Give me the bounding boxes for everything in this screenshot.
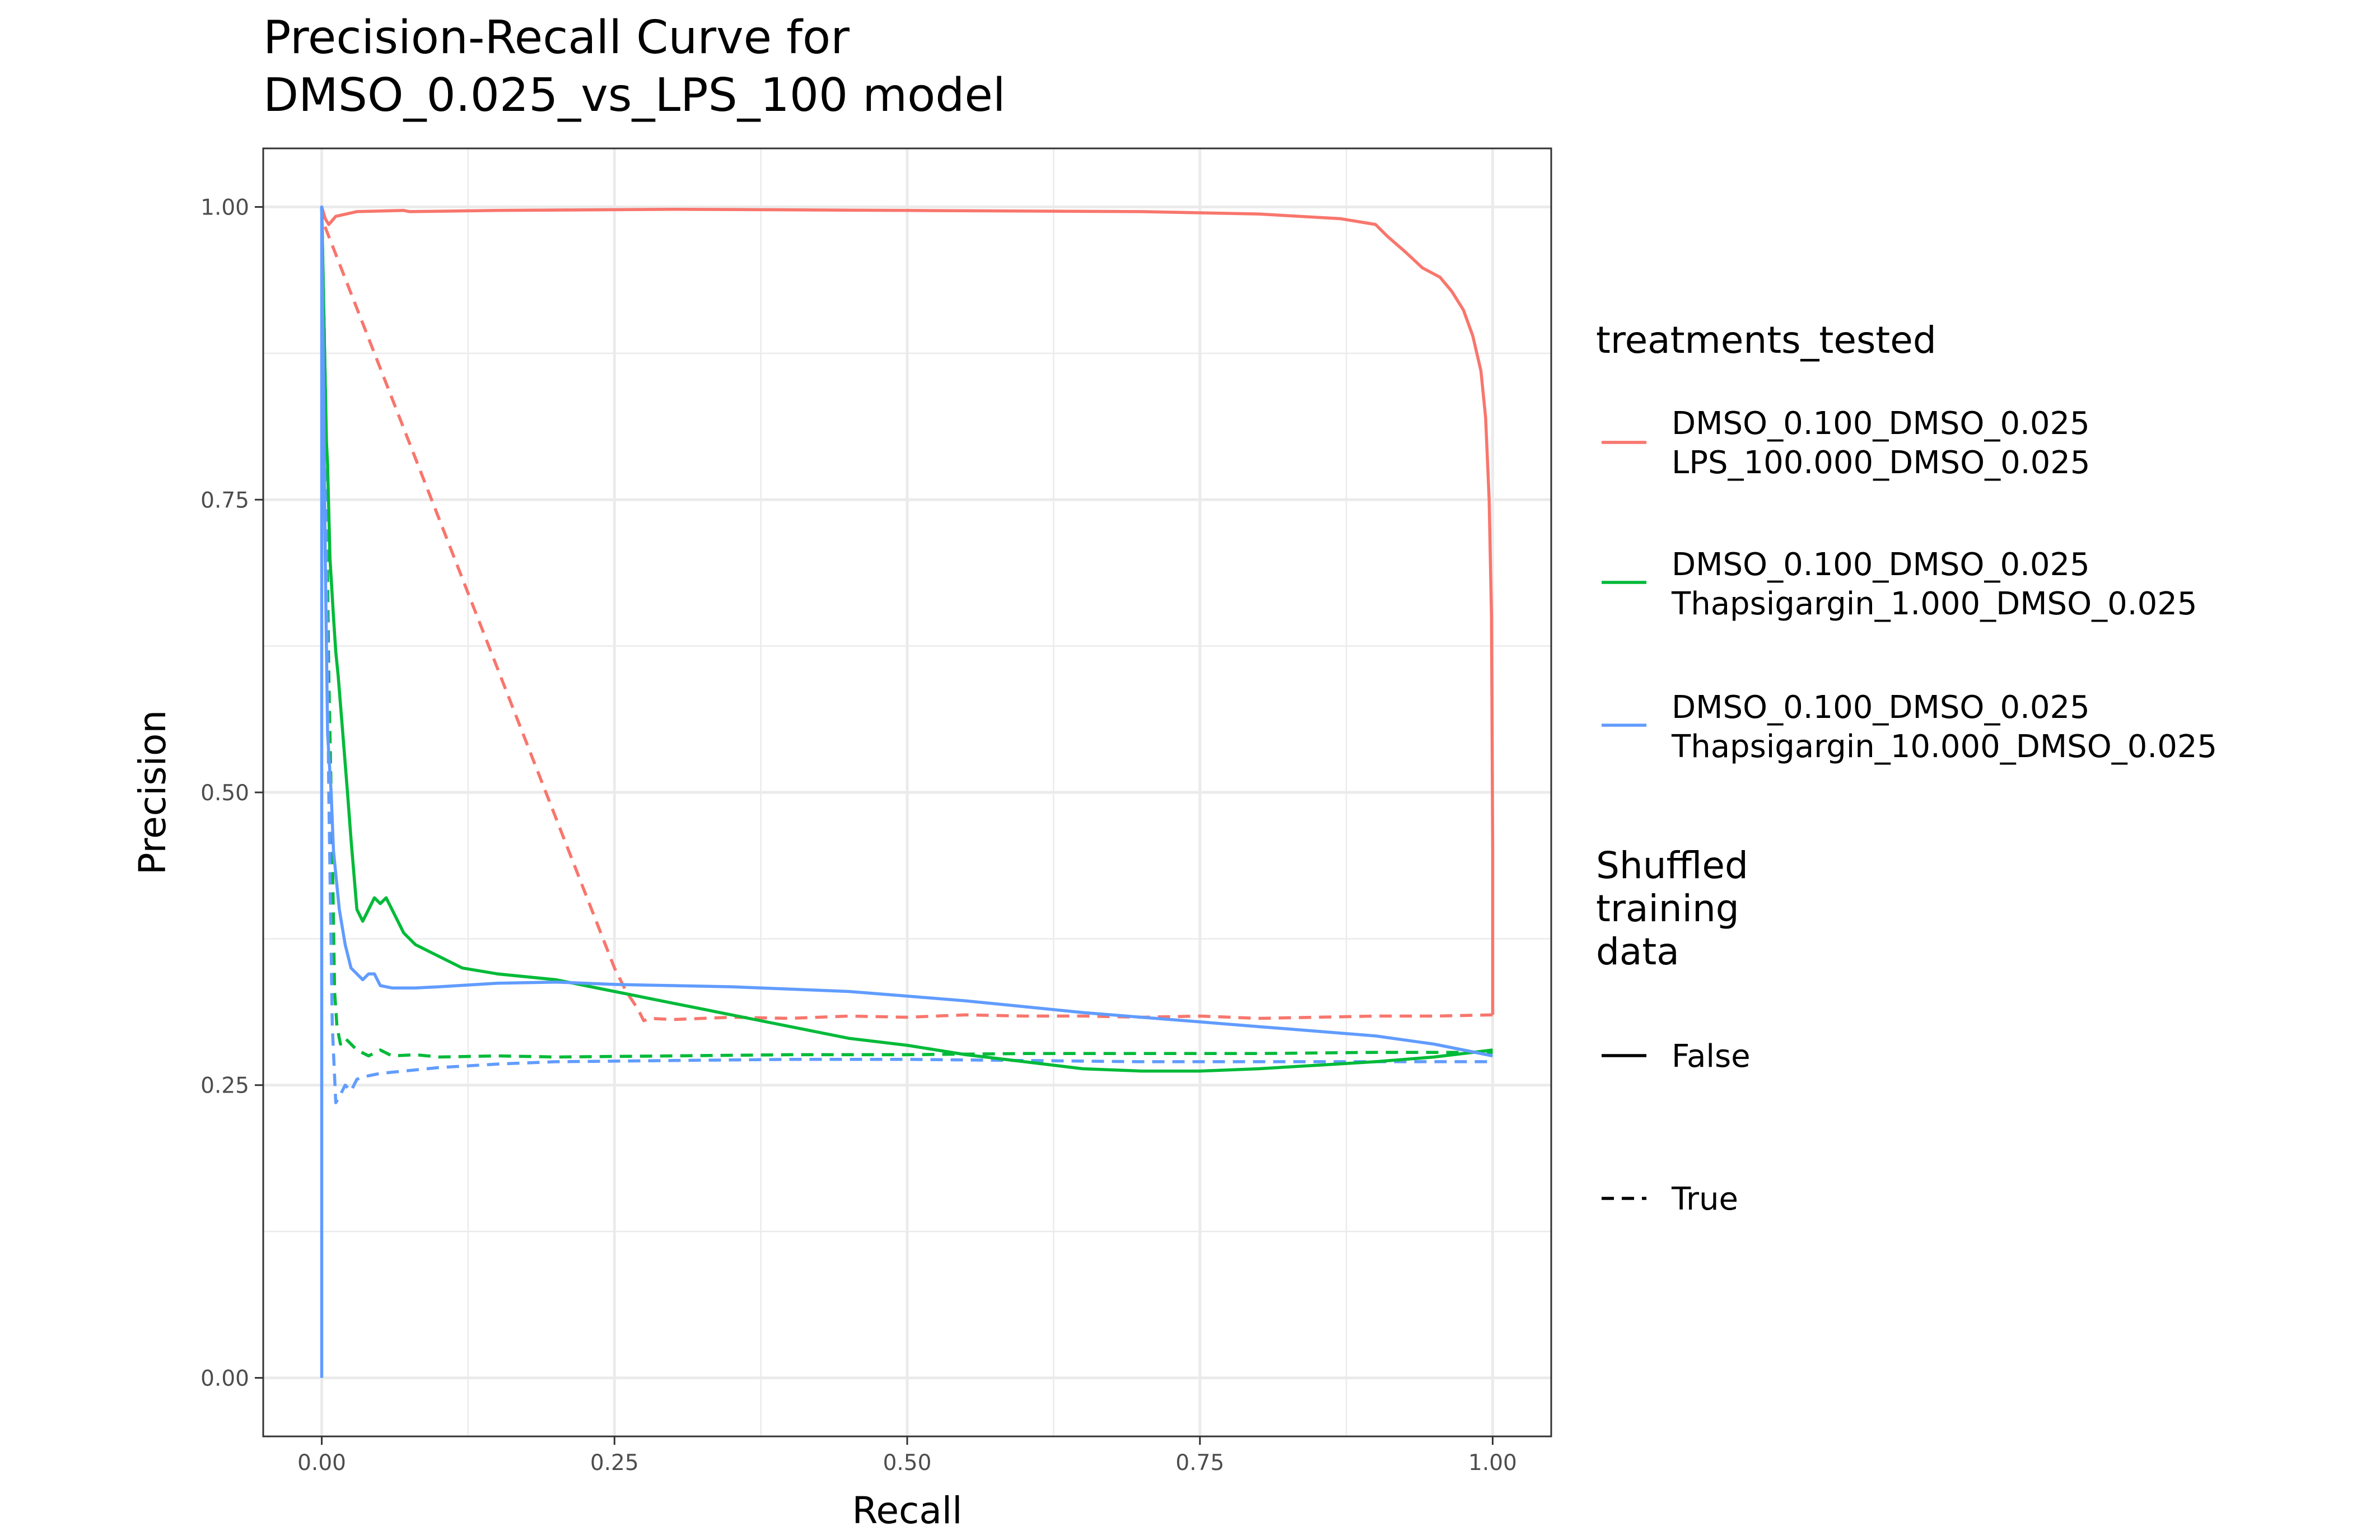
legend-label-lps-line-1: DMSO_0.100_DMSO_0.025 <box>1672 405 2090 442</box>
legend-linetype-title-line-3: data <box>1596 930 1679 973</box>
y-tick-label-4: 1.00 <box>200 195 249 221</box>
y-axis-title: Precision <box>131 710 174 875</box>
x-tick-label-0: 0.00 <box>297 1450 346 1476</box>
legend: treatments_tested DMSO_0.100_DMSO_0.025 … <box>1596 319 2217 1217</box>
legend-label-false: False <box>1672 1038 1751 1075</box>
x-tick-label-1: 0.25 <box>590 1450 639 1476</box>
x-tick-label-4: 1.00 <box>1468 1450 1517 1476</box>
legend-entry-lps: DMSO_0.100_DMSO_0.025 LPS_100.000_DMSO_0… <box>1602 405 2090 481</box>
legend-entry-thapsigargin-1: DMSO_0.100_DMSO_0.025 Thapsigargin_1.000… <box>1602 547 2197 622</box>
legend-entry-thapsigargin-10: DMSO_0.100_DMSO_0.025 Thapsigargin_10.00… <box>1602 689 2217 765</box>
series-line-4-unshuffled <box>320 205 1494 1378</box>
legend-label-thapsigargin-10-line-1: DMSO_0.100_DMSO_0.025 <box>1672 689 2090 726</box>
y-axis: 0.00 0.25 0.50 0.75 1.00 <box>200 195 263 1391</box>
legend-linetype-title-line-1: Shuffled <box>1596 844 1748 887</box>
series-line-0-unshuffled <box>320 206 1495 1015</box>
legend-linetype-title-line-2: training <box>1596 887 1739 930</box>
chart-title-line-2: DMSO_0.025_vs_LPS_100 model <box>263 69 1006 122</box>
legend-color-title: treatments_tested <box>1596 319 1936 362</box>
plot-panel <box>262 147 1552 1438</box>
series-line-3-shuffled <box>320 207 1493 1059</box>
x-tick-label-3: 0.75 <box>1175 1450 1224 1476</box>
series-layer <box>320 205 1495 1378</box>
y-tick-label-0: 0.00 <box>200 1366 249 1391</box>
series-line-5-shuffled <box>320 207 1493 1104</box>
legend-label-thapsigargin-1-line-2: Thapsigargin_1.000_DMSO_0.025 <box>1671 586 2197 622</box>
y-tick-label-2: 0.50 <box>200 781 249 806</box>
series-line-2-unshuffled <box>320 207 1493 1073</box>
legend-label-thapsigargin-10-line-2: Thapsigargin_10.000_DMSO_0.025 <box>1671 729 2217 765</box>
x-axis-title: Recall <box>852 1489 963 1532</box>
legend-label-true: True <box>1671 1181 1738 1217</box>
x-axis: 0.00 0.25 0.50 0.75 1.00 <box>297 1436 1517 1476</box>
legend-entry-false: False <box>1602 1038 1751 1075</box>
legend-label-lps-line-2: LPS_100.000_DMSO_0.025 <box>1672 445 2090 481</box>
legend-label-thapsigargin-1-line-1: DMSO_0.100_DMSO_0.025 <box>1672 547 2090 583</box>
x-tick-label-2: 0.50 <box>883 1450 932 1476</box>
legend-entry-true: True <box>1602 1181 1738 1217</box>
chart-title-line-1: Precision-Recall Curve for <box>263 11 850 64</box>
y-tick-label-3: 0.75 <box>200 488 249 513</box>
y-tick-label-1: 0.25 <box>200 1074 249 1099</box>
